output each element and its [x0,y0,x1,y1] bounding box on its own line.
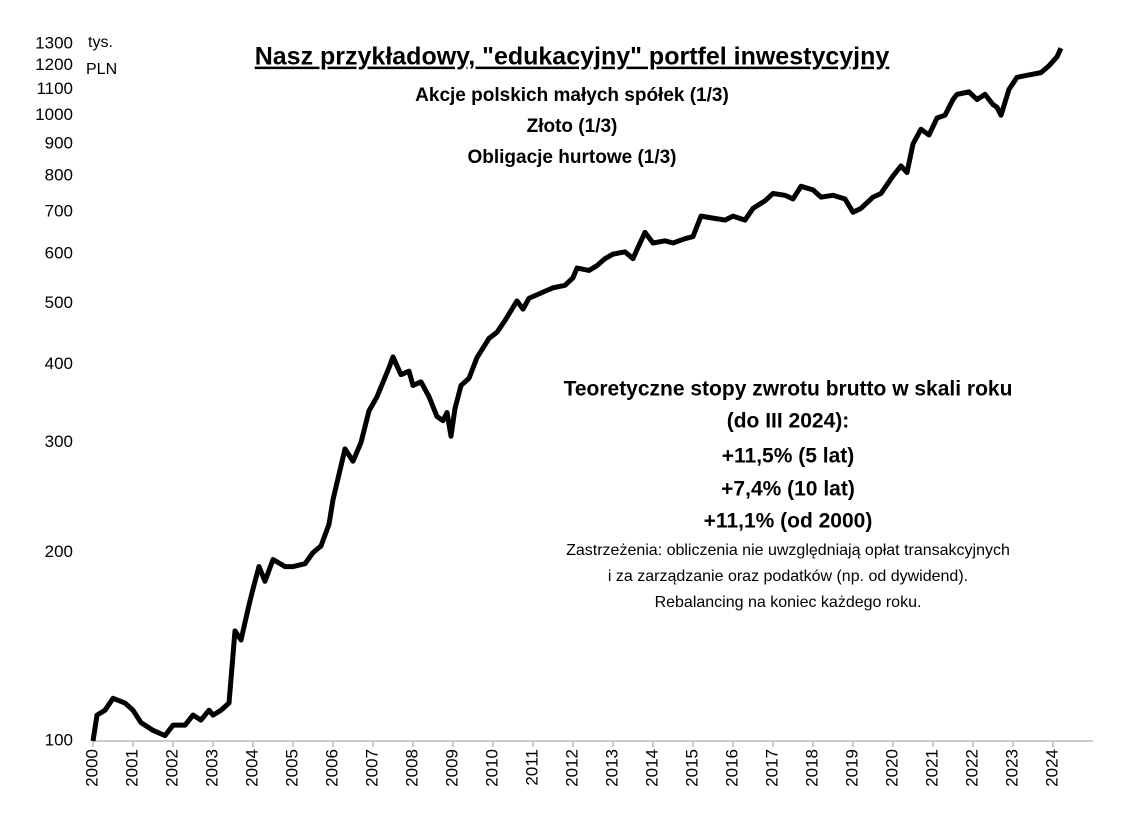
y-tick-label: 100 [45,730,73,749]
y-tick-label: 1300 [35,33,73,52]
line-series [90,47,1064,742]
x-tick-label: 2007 [362,749,381,787]
x-tick-label: 2017 [762,749,781,787]
x-tick-label: 2010 [482,749,501,787]
subtitle: Akcje polskich małych spółek (1/3) [415,85,729,106]
annotation: +11,1% (od 2000) [704,510,873,533]
y-tick-label: 700 [45,202,73,221]
note: Zastrzeżenia: obliczenia nie uwzględniaj… [566,542,1010,559]
x-tick-label: 2012 [562,749,581,787]
note: Rebalancing na koniec każdego roku. [655,594,922,611]
x-tick-label: 2001 [122,749,141,787]
y-tick-label: 200 [45,542,73,561]
y-tick-label: 400 [45,354,73,373]
annotation: Teoretyczne stopy zwrotu brutto w skali … [564,378,1013,401]
x-tick-label: 2021 [922,749,941,787]
x-tick-label: 2004 [242,749,261,787]
y-tick-label: 600 [45,244,73,263]
y-tick-label: 500 [45,293,73,312]
x-tick-label: 2008 [402,749,421,787]
y-tick-label: 800 [45,165,73,184]
x-tick-label: 2016 [722,749,741,787]
note: i za zarządzanie oraz podatków (np. od d… [608,568,968,585]
x-tick-label: 2013 [602,749,621,787]
chart-title: Nasz przykładowy, "edukacyjny" portfel i… [255,43,890,71]
x-tick-label: 2011 [522,749,541,786]
x-tick-label: 2005 [282,749,301,787]
y-tick-label: 900 [45,133,73,152]
x-tick-label: 2015 [682,749,701,787]
x-tick-label: 2018 [802,749,821,787]
y-axis-label: tys. [88,34,113,51]
x-tick-label: 2000 [82,749,101,787]
y-tick-label: 1200 [35,55,73,74]
x-tick-label: 2009 [442,749,461,787]
x-tick-label: 2020 [882,749,901,787]
x-tick-label: 2014 [642,749,661,787]
x-tick-label: 2006 [322,749,341,787]
y-tick-label: 300 [45,432,73,451]
subtitle: Obligacje hurtowe (1/3) [467,147,676,168]
x-tick-label: 2023 [1002,749,1021,787]
annotation: +7,4% (10 lat) [721,478,855,501]
y-tick-label: 1100 [36,79,73,98]
y-axis-label: PLN [86,61,117,78]
x-tick-label: 2002 [162,749,181,787]
subtitle: Złoto (1/3) [527,116,618,137]
y-tick-label: 1000 [35,105,73,124]
x-tick-label: 2024 [1042,749,1061,787]
annotation: +11,5% (5 lat) [722,445,855,468]
annotation: (do III 2024): [727,410,850,433]
x-tick-label: 2022 [962,749,981,787]
x-tick-label: 2003 [202,749,221,787]
x-tick-label: 2019 [842,749,861,787]
